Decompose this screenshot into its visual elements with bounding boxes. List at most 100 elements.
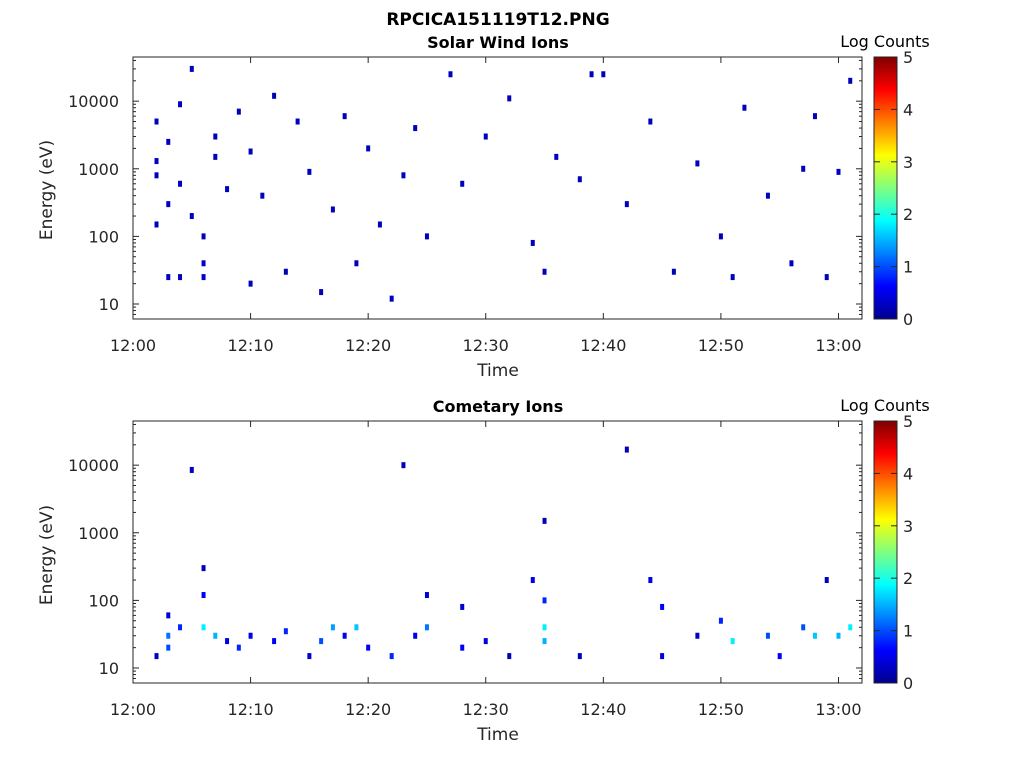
heatmap-cell: [166, 274, 171, 281]
heatmap-cell: [330, 206, 335, 213]
heatmap-cell: [342, 632, 347, 639]
heatmap-cell: [460, 644, 465, 651]
heatmap-cell: [178, 101, 183, 108]
heatmap-cell: [824, 274, 829, 281]
heatmap-cell: [389, 295, 394, 302]
x-tick-label: 12:10: [228, 336, 274, 355]
y-tick-label: 1000: [78, 524, 119, 543]
heatmap-cell: [319, 638, 324, 645]
heatmap-cell: [801, 165, 806, 172]
heatmap-cell: [624, 201, 629, 208]
heatmap-cell: [154, 221, 159, 228]
heatmap-cell: [236, 108, 241, 115]
heatmap-cell: [166, 644, 171, 651]
solar-wind-x-axis: 12:00 12:10 12:20 12:30 12:40 12:50 13:00: [110, 57, 862, 355]
heatmap-cell: [154, 653, 159, 660]
heatmap-cell: [542, 268, 547, 275]
heatmap-cell: [295, 118, 300, 125]
colorbar-tick-label: 0: [903, 674, 913, 693]
heatmap-cell: [695, 160, 700, 167]
x-tick-label: 12:40: [580, 336, 626, 355]
solar-wind-xlabel: Time: [476, 361, 519, 381]
heatmap-cell: [507, 653, 512, 660]
x-tick-label: 12:00: [110, 336, 156, 355]
heatmap-cell: [225, 638, 230, 645]
heatmap-cell: [283, 628, 288, 635]
heatmap-cell: [789, 260, 794, 267]
y-tick-label: 10000: [68, 92, 119, 111]
cometary-y-axis: 10 100 1000 10000: [68, 423, 862, 684]
heatmap-cell: [260, 192, 265, 199]
heatmap-cell: [166, 632, 171, 639]
figure-title: RPCICA151119T12.PNG: [386, 10, 609, 30]
colorbar-tick-label: 4: [903, 464, 913, 483]
heatmap-cell: [812, 113, 817, 120]
heatmap-cell: [319, 289, 324, 296]
heatmap-cell: [201, 624, 206, 631]
heatmap-cell: [530, 239, 535, 246]
cometary-heatmap: [154, 446, 853, 660]
solar-wind-y-axis: 10 100 1000 10000: [68, 59, 862, 320]
heatmap-cell: [330, 624, 335, 631]
heatmap-cell: [366, 644, 371, 651]
heatmap-cell: [730, 638, 735, 645]
heatmap-cell: [272, 92, 277, 99]
solar-wind-plot-frame: [132, 56, 863, 320]
colorbar-tick-label: 5: [903, 48, 913, 67]
heatmap-cell: [483, 133, 488, 140]
cometary-x-axis: 12:00 12:10 12:20 12:30 12:40 12:50 13:00: [110, 421, 862, 719]
heatmap-cell: [542, 638, 547, 645]
heatmap-cell: [342, 113, 347, 120]
heatmap-cell: [554, 153, 559, 160]
heatmap-cell: [213, 632, 218, 639]
heatmap-cell: [577, 653, 582, 660]
solar-wind-colorbar: [873, 56, 898, 320]
x-tick-label: 12:50: [698, 336, 744, 355]
heatmap-cell: [507, 95, 512, 102]
heatmap-cell: [718, 617, 723, 624]
heatmap-cell: [413, 125, 418, 132]
colorbar-tick-label: 5: [903, 412, 913, 431]
heatmap-cell: [765, 632, 770, 639]
heatmap-cell: [848, 624, 853, 631]
heatmap-cell: [178, 274, 183, 281]
heatmap-cell: [307, 168, 312, 175]
colorbar-tick-label: 0: [903, 310, 913, 329]
heatmap-cell: [542, 597, 547, 604]
heatmap-cell: [824, 577, 829, 584]
heatmap-cell: [801, 624, 806, 631]
heatmap-cell: [154, 118, 159, 125]
x-tick-label: 12:40: [580, 700, 626, 719]
heatmap-cell: [424, 233, 429, 240]
cometary-title: Cometary Ions: [433, 397, 563, 416]
solar-wind-heatmap: [154, 65, 853, 302]
cometary-ylabel: Energy (eV): [37, 505, 57, 605]
cometary-colorbar: [873, 420, 898, 684]
y-tick-label: 10: [99, 659, 119, 678]
x-tick-label: 12:30: [463, 336, 509, 355]
heatmap-cell: [213, 133, 218, 140]
cometary-plot-frame: [132, 420, 863, 684]
heatmap-cell: [213, 153, 218, 160]
x-tick-label: 12:10: [228, 700, 274, 719]
solar-wind-title: Solar Wind Ions: [427, 33, 569, 52]
heatmap-cell: [166, 138, 171, 145]
heatmap-cell: [812, 632, 817, 639]
heatmap-cell: [189, 65, 194, 72]
cometary-colorbar-ticks: 0 1 2 3 4 5: [874, 412, 913, 693]
heatmap-cell: [648, 577, 653, 584]
colorbar-tick-label: 4: [903, 100, 913, 119]
heatmap-cell: [248, 280, 253, 287]
heatmap-cell: [225, 186, 230, 193]
heatmap-cell: [448, 71, 453, 78]
y-tick-label: 10: [99, 295, 119, 314]
x-tick-label: 12:20: [345, 700, 391, 719]
heatmap-cell: [836, 168, 841, 175]
colorbar-tick-label: 2: [903, 205, 913, 224]
heatmap-cell: [424, 592, 429, 599]
heatmap-cell: [718, 233, 723, 240]
cometary-xlabel: Time: [476, 725, 519, 745]
y-tick-label: 10000: [68, 456, 119, 475]
heatmap-cell: [272, 638, 277, 645]
heatmap-cell: [460, 603, 465, 610]
